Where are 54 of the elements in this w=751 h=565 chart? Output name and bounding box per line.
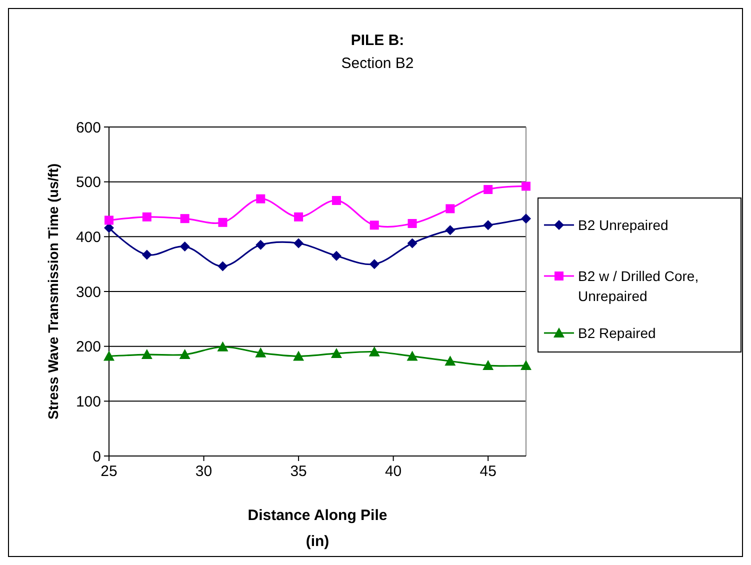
x-tick-label: 30	[195, 463, 212, 480]
y-tick-label: 400	[76, 228, 101, 246]
point	[368, 346, 380, 356]
point	[180, 242, 190, 252]
point	[180, 214, 190, 224]
x-tick-label: 35	[290, 463, 307, 480]
y-tick-label: 0	[92, 448, 101, 466]
y-tick-label: 200	[76, 338, 101, 356]
point	[142, 212, 152, 222]
y-tick-label: 600	[76, 119, 101, 136]
point	[444, 356, 456, 366]
y-tick-label: 500	[76, 174, 101, 192]
point	[483, 220, 494, 230]
legend-label: B2 Repaired	[578, 325, 656, 341]
x-tick-label: 40	[384, 463, 402, 480]
point	[482, 360, 494, 370]
point	[369, 259, 380, 270]
point	[142, 250, 152, 260]
x-tick-label: 25	[100, 463, 118, 480]
point	[331, 250, 342, 261]
chart-subtitle: Section B2	[341, 55, 414, 72]
point	[294, 212, 304, 222]
point	[179, 349, 190, 360]
point	[330, 348, 342, 358]
point	[218, 218, 228, 227]
point	[522, 182, 530, 191]
point	[407, 238, 418, 248]
x-axis-title: Distance Along Pile (in)	[248, 507, 388, 550]
point	[521, 214, 531, 224]
legend-label: B2 w / Drilled Core, Unrepaired	[578, 268, 699, 304]
point	[370, 220, 379, 230]
point	[104, 350, 114, 361]
point	[104, 216, 114, 225]
point	[332, 196, 341, 205]
point	[256, 240, 266, 250]
point	[217, 341, 228, 352]
point	[294, 238, 304, 248]
y-tick-label: 100	[76, 393, 101, 410]
point	[406, 350, 418, 361]
point	[445, 225, 456, 236]
point	[520, 360, 532, 370]
point	[293, 350, 304, 361]
x-tick-label: 45	[480, 463, 496, 480]
y-tick-label: 300	[76, 284, 101, 301]
legend-label: B2 Unrepaired	[578, 217, 668, 233]
point	[141, 349, 152, 360]
point	[255, 347, 266, 358]
point	[256, 194, 266, 204]
point	[484, 185, 493, 194]
y-axis-title: Stress Wave Transmission Time (us/ft)	[45, 164, 61, 420]
chart-title: PILE B:	[350, 32, 404, 49]
point	[446, 204, 455, 214]
point	[408, 219, 417, 228]
point	[218, 261, 228, 272]
